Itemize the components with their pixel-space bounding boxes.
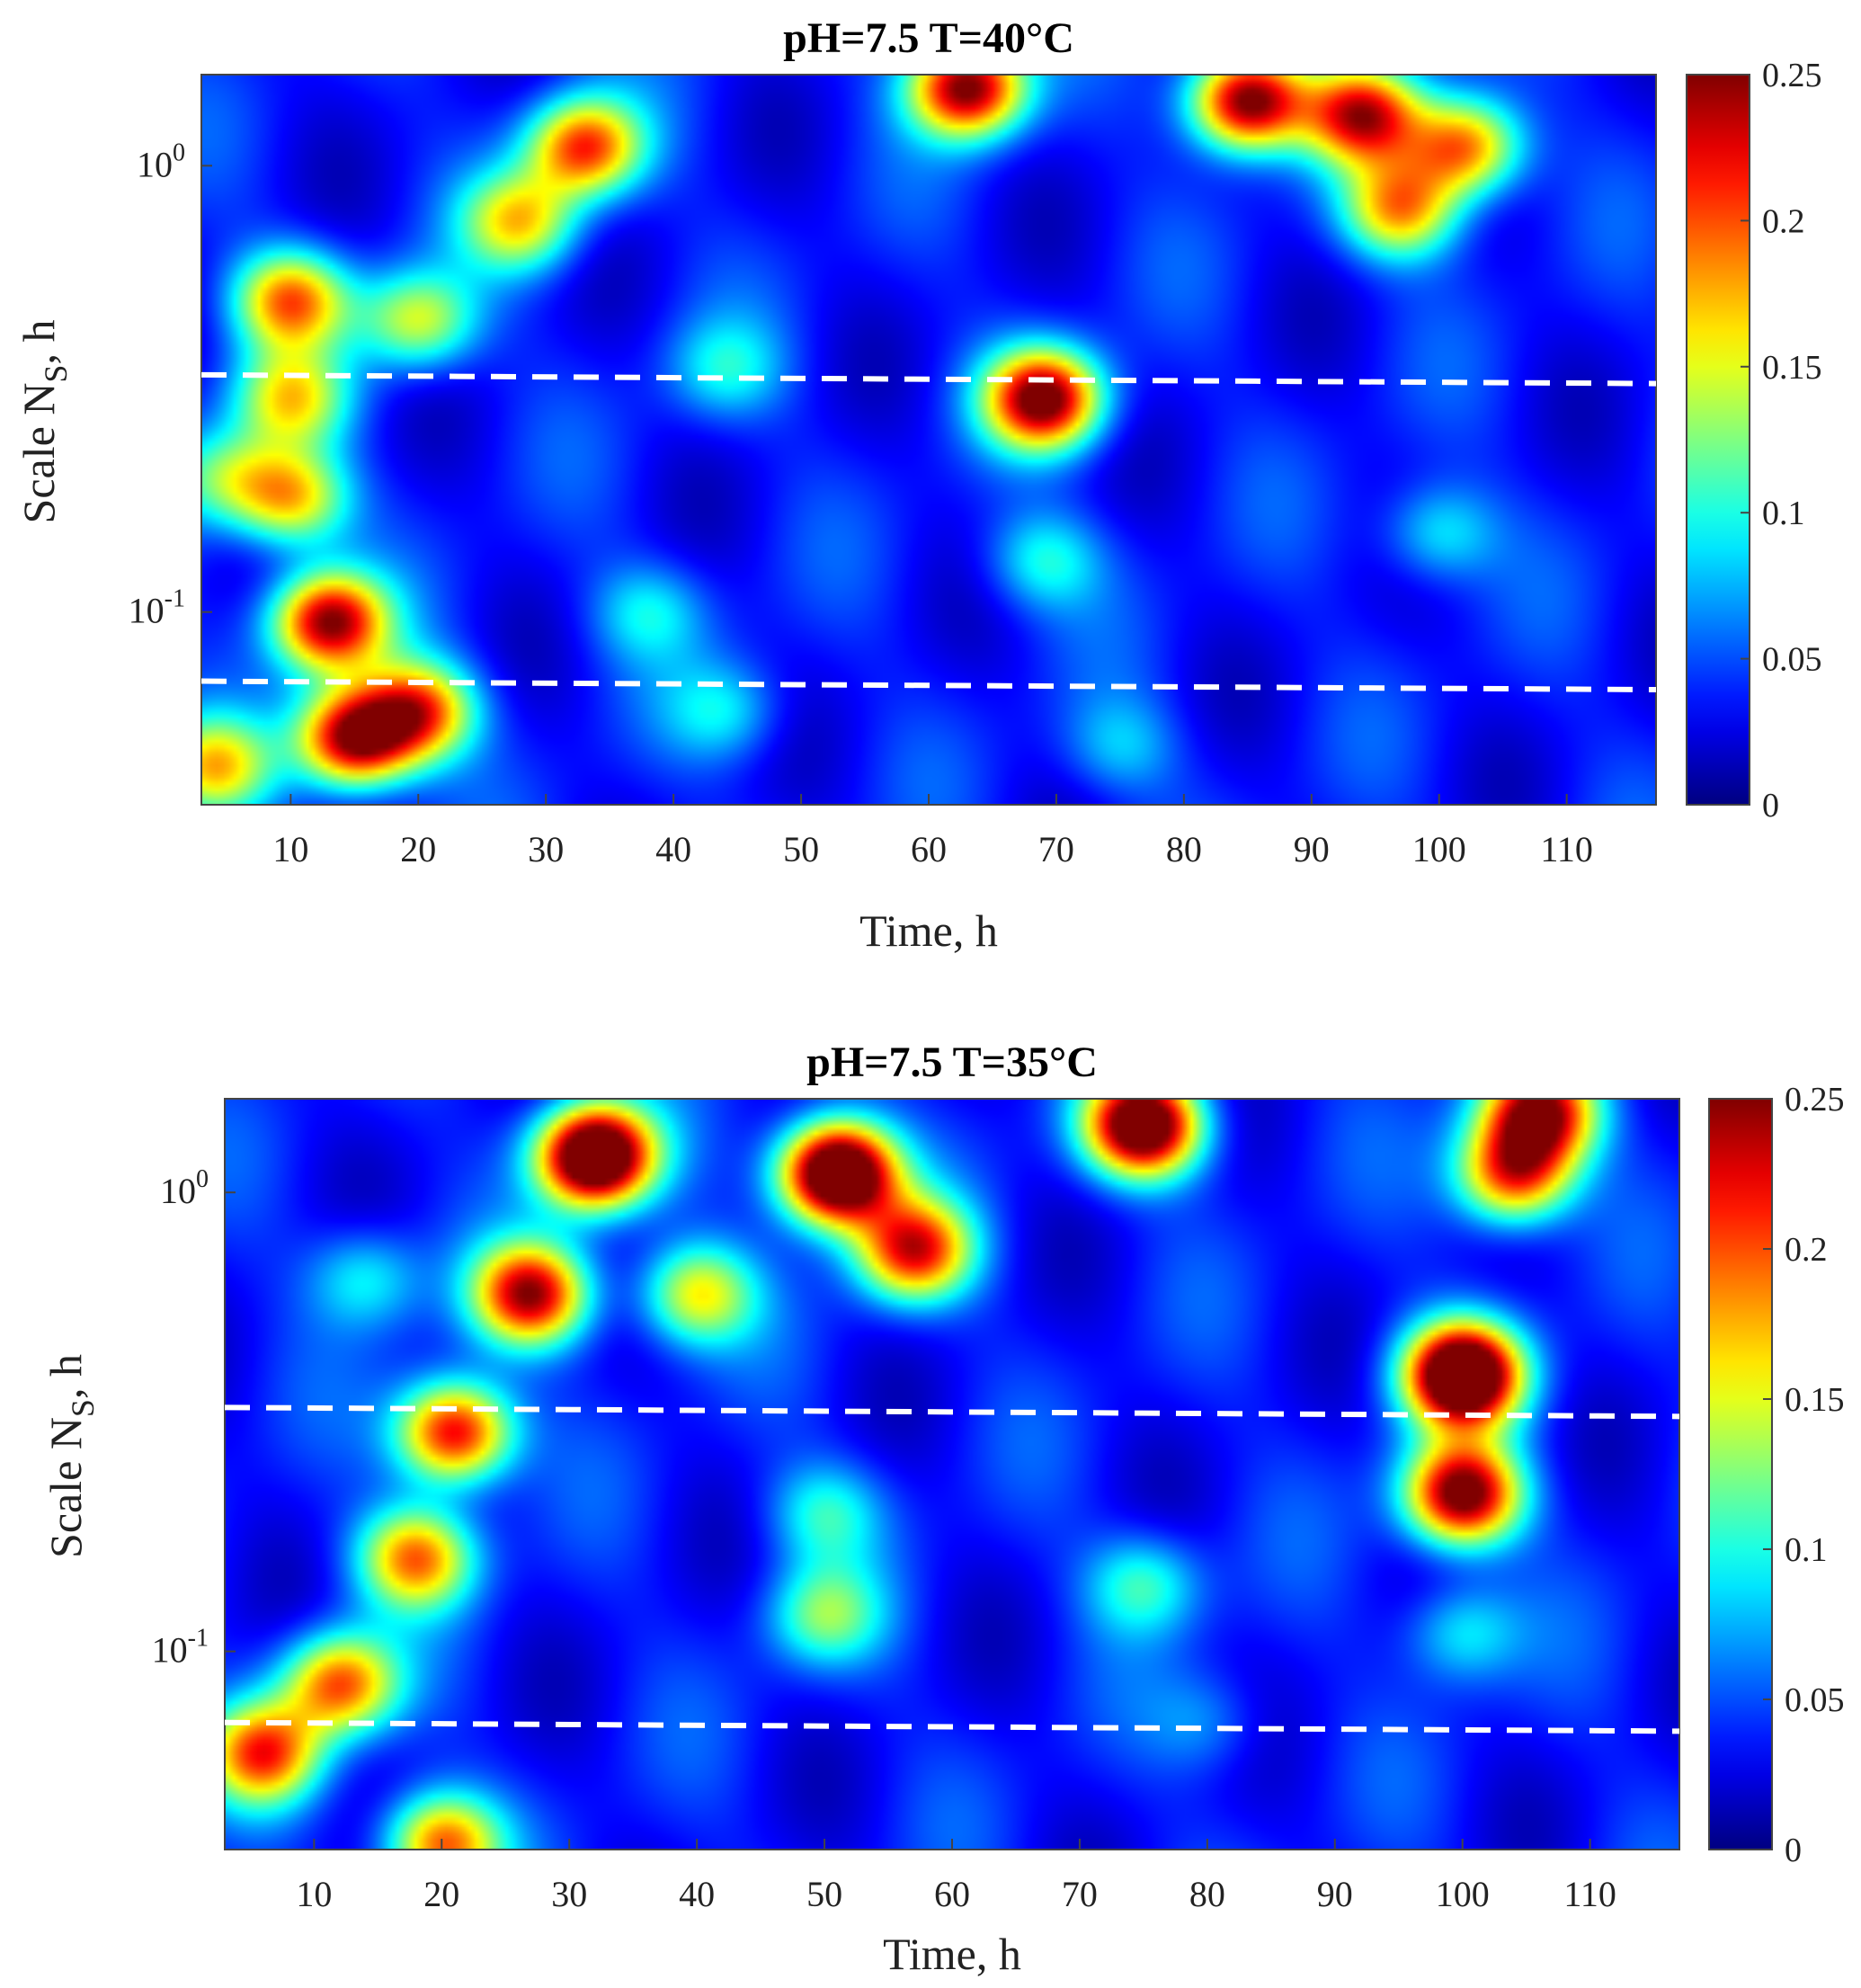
x-tick-label: 40 — [655, 829, 691, 869]
y-axis-label: Scale NS, h — [40, 1354, 101, 1558]
dashed-threshold-line — [224, 1404, 1680, 1420]
colorbar — [1708, 1098, 1773, 1850]
x-tick-label: 50 — [783, 829, 819, 869]
x-tick-label: 60 — [911, 829, 947, 869]
x-tick-label: 60 — [934, 1874, 970, 1914]
colorbar-tick-label: 0 — [1785, 1832, 1802, 1869]
x-tick-label: 40 — [679, 1874, 715, 1914]
chart-1: pH=7.5 T=40°C 10 20 30 40 50 60 70 80 90 100 110 100… — [13, 14, 1822, 956]
colorbar-tick-label: 0.25 — [1762, 57, 1822, 94]
x-tick-label: 30 — [551, 1874, 587, 1914]
colorbar-tick-label: 0.15 — [1785, 1381, 1845, 1419]
x-tick-label: 100 — [1436, 1874, 1490, 1914]
x-tick-label: 10 — [296, 1874, 332, 1914]
colorbar-tick-label: 0.25 — [1785, 1081, 1845, 1119]
colorbar-tick-label: 0.1 — [1762, 495, 1805, 532]
y-tick-label: 100 — [137, 138, 185, 184]
colorbar — [1686, 74, 1750, 806]
x-axis-label: Time, h — [883, 1929, 1021, 1979]
heatmap-surface — [225, 1099, 1679, 1850]
chart-title: pH=7.5 T=35°C — [806, 1039, 1098, 1086]
x-tick-label: 10 — [272, 829, 308, 869]
dashed-threshold-line — [224, 1719, 1680, 1734]
y-tick-label: 10-1 — [129, 585, 185, 631]
x-tick-label: 20 — [423, 1874, 459, 1914]
y-tick-label: 100 — [160, 1165, 209, 1211]
colorbar-tick-label: 0.2 — [1762, 202, 1805, 240]
x-tick-label: 110 — [1540, 829, 1593, 869]
dashed-threshold-line — [200, 678, 1657, 693]
colorbar-tick-label: 0.05 — [1762, 641, 1822, 679]
colorbar-tick-label: 0 — [1762, 787, 1779, 825]
x-tick-label: 30 — [528, 829, 564, 869]
x-tick-label: 20 — [400, 829, 436, 869]
y-axis-label: Scale NS, h — [13, 320, 74, 524]
x-axis-label: Time, h — [859, 905, 998, 956]
y-tick-label: 10-1 — [152, 1625, 209, 1671]
x-tick-label: 80 — [1189, 1874, 1225, 1914]
x-tick-label: 90 — [1294, 829, 1330, 869]
colorbar-tick-label: 0.15 — [1762, 349, 1822, 387]
x-tick-label: 70 — [1062, 1874, 1098, 1914]
colorbar-tick-label: 0.05 — [1785, 1681, 1845, 1719]
heatmap-surface — [201, 75, 1656, 805]
x-tick-label: 90 — [1317, 1874, 1353, 1914]
x-tick-label: 50 — [806, 1874, 842, 1914]
x-tick-label: 80 — [1166, 829, 1202, 869]
x-tick-label: 110 — [1563, 1874, 1616, 1914]
dashed-threshold-line — [200, 371, 1657, 387]
x-tick-label: 70 — [1038, 829, 1074, 869]
colorbar-tick-label: 0.1 — [1785, 1531, 1828, 1569]
chart-2: pH=7.5 T=35°C 10 20 30 40 50 60 70 80 90 100 110 100… — [40, 1039, 1845, 1979]
x-tick-label: 100 — [1412, 829, 1466, 869]
chart-title: pH=7.5 T=40°C — [783, 14, 1074, 62]
colorbar-tick-label: 0.2 — [1785, 1231, 1828, 1269]
